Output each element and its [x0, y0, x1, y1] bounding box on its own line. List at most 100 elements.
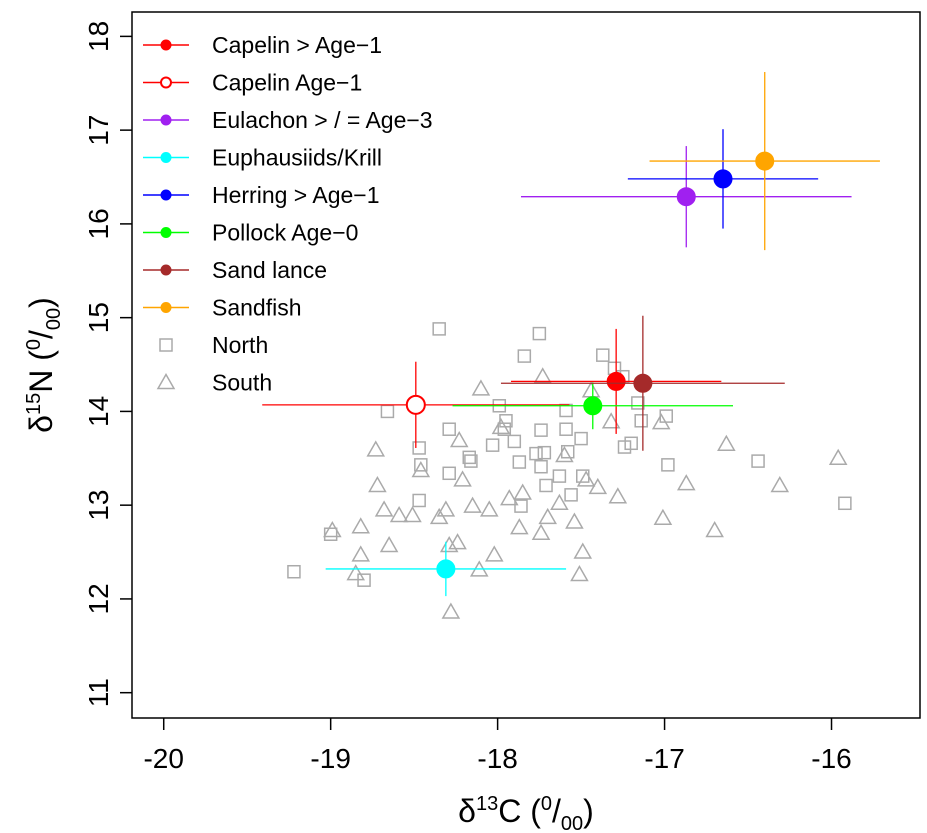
- y-tick-label: 12: [83, 583, 114, 614]
- data-point: [534, 459, 548, 474]
- data-point: [374, 500, 394, 517]
- legend-symbol: [160, 39, 172, 51]
- data-point: [676, 187, 696, 207]
- data-point: [537, 445, 552, 460]
- data-point: [534, 423, 548, 437]
- legend-symbol: [160, 152, 172, 163]
- legend-symbol: [160, 114, 172, 126]
- legend-label: Capelin Age−1: [212, 70, 362, 96]
- data-point: [497, 422, 512, 436]
- data-point: [449, 430, 469, 448]
- data-point: [389, 505, 409, 523]
- data-point: [532, 326, 547, 341]
- data-point: [491, 417, 511, 435]
- data-point: [351, 517, 371, 534]
- data-point: [564, 488, 578, 502]
- data-point: [601, 412, 621, 429]
- data-point: [405, 394, 426, 415]
- data-point: [412, 493, 426, 508]
- data-point: [633, 373, 653, 393]
- data-point: [631, 396, 645, 410]
- data-point: [412, 441, 426, 455]
- data-point: [432, 322, 446, 336]
- legend-label: Pollock Age−0: [212, 220, 358, 246]
- y-axis-label: δ15N (0/00): [23, 297, 65, 433]
- x-tick-label: -18: [477, 743, 517, 774]
- x-tick-label: -16: [811, 743, 851, 774]
- data-point: [570, 565, 589, 582]
- data-point: [287, 564, 301, 579]
- data-point: [512, 455, 527, 469]
- y-tick-label: 11: [83, 678, 114, 707]
- data-point: [463, 496, 482, 513]
- data-point: [596, 348, 610, 362]
- legend-label: South: [212, 370, 272, 396]
- data-point: [770, 475, 790, 493]
- data-point: [583, 396, 603, 416]
- legend-symbol: [156, 372, 176, 390]
- x-tick-label: -19: [310, 743, 350, 774]
- data-point: [552, 469, 567, 483]
- legend-symbol: [159, 338, 173, 352]
- data-point: [403, 505, 422, 523]
- data-point: [838, 496, 852, 511]
- legend-symbol: [160, 302, 172, 313]
- x-axis-label: δ13C (0/00): [458, 793, 594, 833]
- x-tick-label: -17: [644, 743, 684, 774]
- data-point: [453, 470, 472, 487]
- data-point: [462, 450, 476, 465]
- data-point: [565, 512, 584, 529]
- data-point: [606, 371, 626, 391]
- x-axis-label-part: /: [552, 793, 561, 829]
- data-point: [379, 535, 399, 553]
- data-point: [448, 533, 467, 550]
- data-point: [634, 414, 648, 428]
- data-point: [705, 520, 724, 538]
- y-tick-label: 15: [83, 302, 114, 333]
- legend-symbol: [160, 76, 172, 89]
- y-tick-label: 14: [83, 396, 114, 427]
- data-point: [533, 367, 552, 384]
- y-tick-label: 13: [83, 490, 114, 521]
- data-point: [555, 445, 574, 463]
- data-point: [323, 520, 342, 538]
- data-point: [442, 466, 456, 481]
- data-point: [713, 169, 733, 189]
- y-axis-label-part: ): [23, 297, 59, 308]
- data-point: [484, 545, 504, 562]
- data-point: [717, 434, 736, 451]
- data-point: [576, 470, 596, 487]
- data-point: [346, 564, 366, 581]
- x-tick-label: -20: [143, 743, 183, 774]
- data-point: [436, 500, 456, 517]
- data-point: [479, 500, 499, 517]
- data-point: [439, 535, 459, 553]
- x-axis-label-part: 00: [561, 813, 583, 833]
- data-point: [517, 349, 532, 363]
- data-point: [539, 478, 553, 493]
- data-point: [676, 474, 696, 491]
- x-axis-label-part: δ: [458, 793, 476, 829]
- data-point: [573, 542, 593, 559]
- data-point: [464, 454, 478, 468]
- data-point: [661, 458, 675, 472]
- data-point: [411, 460, 431, 478]
- data-point: [368, 475, 387, 493]
- data-point: [550, 493, 569, 511]
- y-tick-label: 16: [83, 208, 114, 239]
- data-point: [323, 527, 338, 541]
- data-point: [442, 422, 456, 436]
- data-point: [436, 559, 456, 579]
- data-point: [500, 489, 519, 506]
- x-axis-label-part: 0: [541, 793, 552, 815]
- x-axis-label-part: ): [583, 793, 594, 829]
- data-point: [617, 440, 632, 454]
- data-point: [828, 448, 848, 466]
- data-point: [574, 431, 588, 446]
- data-point: [755, 151, 775, 171]
- data-point: [471, 379, 491, 396]
- data-point: [514, 499, 528, 513]
- data-point: [529, 446, 543, 461]
- data-point: [414, 458, 428, 472]
